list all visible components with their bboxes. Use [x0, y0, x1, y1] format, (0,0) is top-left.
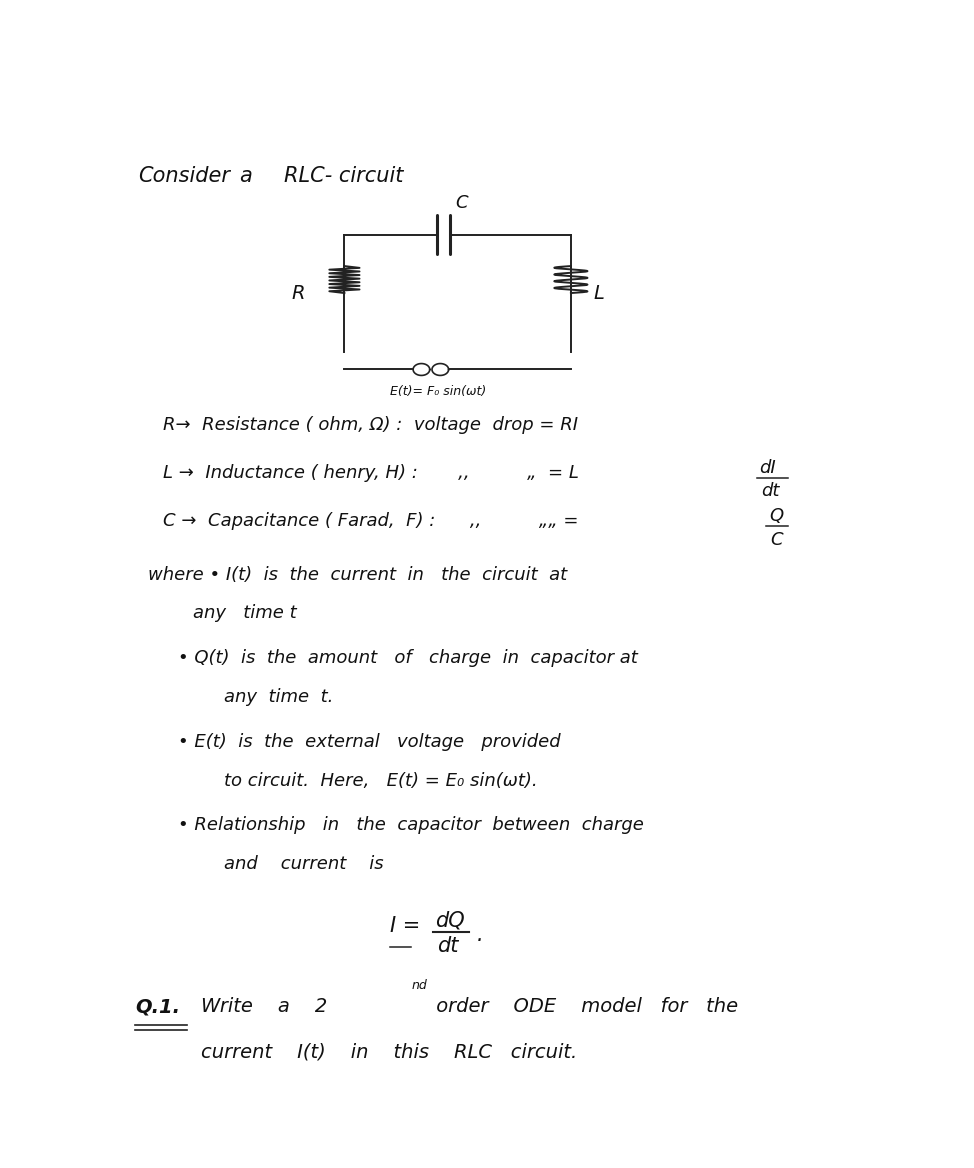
Text: to circuit.  Here,   E(t) = E₀ sin(ωt).: to circuit. Here, E(t) = E₀ sin(ωt). [224, 772, 538, 790]
Text: current    I(t)    in    this    RLC   circuit.: current I(t) in this RLC circuit. [201, 1042, 578, 1062]
Text: C: C [456, 194, 468, 213]
Text: and    current    is: and current is [224, 855, 384, 874]
Text: any   time t: any time t [194, 604, 297, 623]
Text: where • I(t)  is  the  current  in   the  circuit  at: where • I(t) is the current in the circu… [148, 565, 567, 584]
Text: • Relationship   in   the  capacitor  between  charge: • Relationship in the capacitor between … [178, 816, 644, 834]
Text: • Q(t)  is  the  amount   of   charge  in  capacitor at: • Q(t) is the amount of charge in capaci… [178, 649, 638, 667]
Text: RLC- circuit: RLC- circuit [284, 166, 403, 186]
Text: any  time  t.: any time t. [224, 688, 333, 705]
Text: E(t)= F₀ sin(ωt): E(t)= F₀ sin(ωt) [390, 384, 486, 398]
Text: Write    a    2: Write a 2 [201, 997, 327, 1016]
Text: order    ODE    model   for   the: order ODE model for the [430, 997, 738, 1016]
Text: • E(t)  is  the  external   voltage   provided: • E(t) is the external voltage provided [178, 732, 561, 751]
Text: R→  Resistance ( ohm, Ω) :  voltage  drop = RI: R→ Resistance ( ohm, Ω) : voltage drop =… [164, 416, 579, 434]
Text: C: C [770, 531, 783, 549]
Text: .: . [476, 925, 483, 945]
Text: a: a [239, 166, 251, 186]
Text: dQ: dQ [435, 910, 465, 930]
Text: L →  Inductance ( henry, H) :       ,,          „  = L: L → Inductance ( henry, H) : ,, „ = L [164, 464, 580, 482]
Text: dt: dt [437, 936, 459, 957]
Text: C →  Capacitance ( Farad,  F) :      ,,          „„ =: C → Capacitance ( Farad, F) : ,, „„ = [164, 512, 579, 529]
Text: Q: Q [769, 507, 783, 526]
Text: L: L [593, 284, 605, 303]
Text: I =: I = [390, 917, 420, 937]
Text: dt: dt [761, 482, 779, 500]
Text: R: R [291, 284, 305, 303]
Text: nd: nd [412, 979, 428, 993]
Text: Q.1.: Q.1. [135, 997, 180, 1016]
Text: dI: dI [760, 459, 776, 478]
Text: Consider: Consider [138, 166, 231, 186]
